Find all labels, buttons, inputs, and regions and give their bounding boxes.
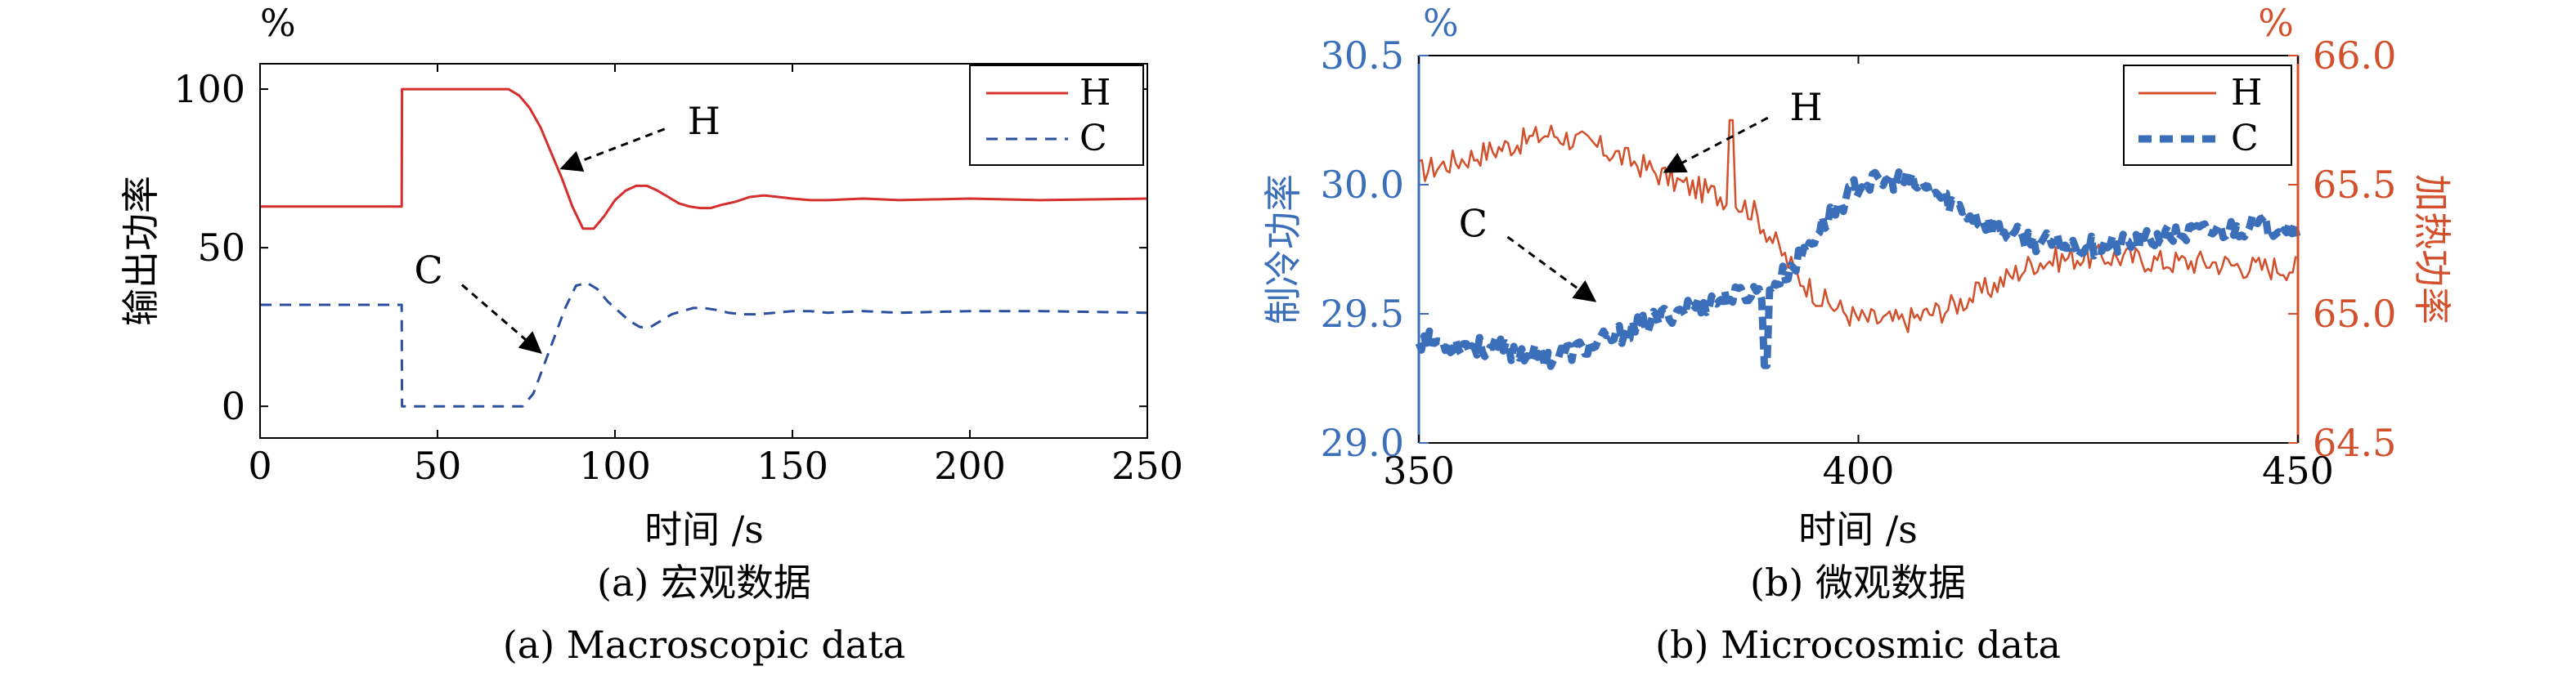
x-tick-label-b: 450 (2262, 449, 2334, 493)
panel-b: 350 400 450 29.0 29.5 30.0 30.5 64.5 65.0 65.5 6… (1261, 1, 2454, 667)
y-tick-label-a: 0 (222, 384, 245, 428)
caption-cn-b: (b) 微观数据 (1750, 561, 1966, 605)
caption-cn-a: (a) 宏观数据 (597, 561, 811, 605)
caption-en-a: (a) Macroscopic data (503, 623, 905, 667)
legend-label-h-b: H (2231, 72, 2262, 114)
y-unit-a: % (260, 1, 296, 45)
x-tick-label-a: 100 (579, 444, 651, 488)
y-tick-label-left-b: 29.5 (1321, 292, 1404, 336)
legend-label-h-a: H (1079, 72, 1111, 114)
legend-a: H C (969, 65, 1144, 166)
series-line-h-b (1418, 118, 2297, 333)
annotation-arrow-h-a (559, 127, 666, 172)
y-tick-label-right-b: 65.5 (2313, 163, 2396, 207)
y-axis-label-right-b: 加热功率 (2410, 174, 2454, 324)
annotation-arrow-h-b (1663, 116, 1769, 173)
x-tick-label-a: 250 (1111, 444, 1183, 488)
y-unit-right-b: % (2258, 1, 2294, 45)
y-tick-label-right-b: 64.5 (2313, 421, 2396, 465)
annotation-label-h-a: H (688, 99, 720, 143)
annotation-label-c-a: C (414, 248, 442, 292)
y-tick-label-a: 50 (197, 226, 245, 270)
legend-label-c-b: C (2231, 118, 2259, 159)
x-tick-label-a: 0 (248, 444, 272, 488)
annotation-arrow-c-b (1506, 235, 1597, 302)
x-axis-label-b: 时间 /s (1798, 507, 1918, 552)
x-tick-label-a: 50 (414, 444, 462, 488)
annotation-arrow-c-a (460, 284, 542, 354)
y-tick-label-a: 100 (173, 67, 245, 111)
x-tick-label-b: 350 (1383, 449, 1455, 493)
x-tick-label-b: 400 (1823, 449, 1895, 493)
legend-label-c-a: C (1079, 118, 1107, 159)
series-line-c-b (1415, 168, 2301, 371)
caption-en-b: (b) Microcosmic data (1655, 623, 2061, 667)
x-axis-label-a: 时间 /s (644, 507, 764, 552)
y-tick-label-left-b: 30.5 (1321, 34, 1404, 78)
y-axis-label-a: 输出功率 (119, 176, 163, 326)
legend-b: H C (2123, 65, 2292, 166)
plot-frame-a (259, 63, 1148, 439)
y-tick-label-left-b: 29.0 (1321, 421, 1404, 465)
y-tick-label-left-b: 30.0 (1321, 163, 1404, 207)
annotation-label-h-b: H (1790, 85, 1823, 129)
y-tick-label-right-b: 65.0 (2313, 292, 2396, 336)
panel-a: 0 50 100 150 200 250 0 50 100 % 输出功率 时间 /s (a) … (119, 1, 1183, 667)
y-tick-label-right-b: 66.0 (2313, 34, 2396, 78)
annotation-label-c-b: C (1459, 201, 1488, 245)
x-tick-label-a: 200 (934, 444, 1006, 488)
x-tick-label-a: 150 (756, 444, 828, 488)
y-unit-left-b: % (1423, 1, 1459, 45)
series-line-c-a (260, 281, 1148, 408)
y-axis-label-left-b: 制冷功率 (1261, 174, 1305, 324)
series-line-h-a (260, 87, 1148, 230)
